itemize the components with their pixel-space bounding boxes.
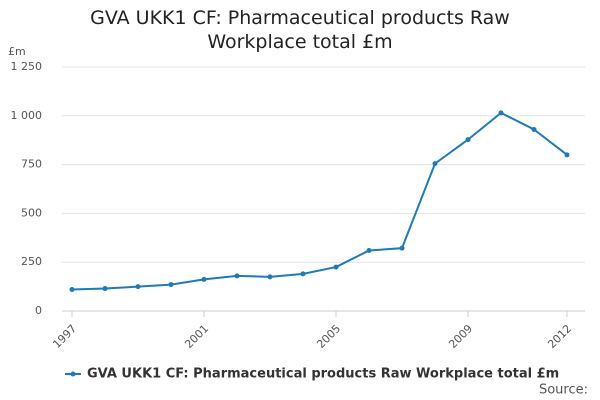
point <box>102 286 108 292</box>
point <box>201 276 207 282</box>
x-tick-label: 2012 <box>545 322 574 351</box>
point <box>234 273 240 279</box>
point <box>366 247 372 253</box>
x-tick-label: 2009 <box>446 322 475 351</box>
x-tick-label: 2001 <box>182 322 211 351</box>
point <box>267 274 273 280</box>
legend-marker <box>70 371 76 377</box>
point <box>564 152 570 158</box>
x-tick-label: 2005 <box>314 322 343 351</box>
y-tick-label: 1 250 <box>11 60 43 73</box>
x-tick-label: 1997 <box>50 322 79 351</box>
y-tick-label: 500 <box>21 206 42 219</box>
point <box>135 284 141 290</box>
source: Source: <box>539 383 588 398</box>
line <box>71 111 568 291</box>
y-tick-label: 250 <box>21 255 42 268</box>
chart-title: GVA UKK1 CF: Pharmaceutical products Raw… <box>90 7 510 53</box>
point <box>333 264 339 270</box>
y-tick-label: 0 <box>35 304 42 317</box>
point <box>399 245 405 251</box>
point <box>69 287 75 293</box>
point <box>432 161 438 167</box>
y-tick-label: 1 000 <box>11 109 43 122</box>
y-tick-label: 750 <box>21 158 42 171</box>
point <box>531 126 537 132</box>
point <box>465 137 471 143</box>
legend-label: GVA UKK1 CF: Pharmaceutical products Raw… <box>87 367 559 382</box>
point <box>168 282 174 288</box>
y-unit: £m <box>8 45 26 58</box>
point <box>498 110 504 116</box>
point <box>300 271 306 277</box>
